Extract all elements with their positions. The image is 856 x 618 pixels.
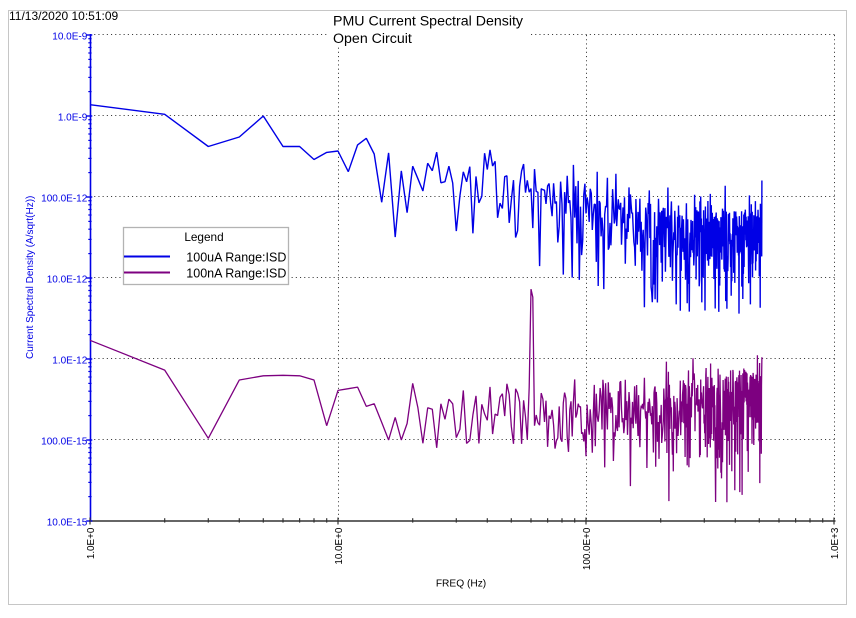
svg-text:1.0E-12: 1.0E-12 [52, 355, 87, 366]
svg-text:10.0E-12: 10.0E-12 [47, 274, 88, 285]
svg-text:1.0E-9: 1.0E-9 [58, 112, 88, 123]
svg-text:1.0E+0: 1.0E+0 [86, 527, 97, 559]
svg-text:100uA Range:ISD: 100uA Range:ISD [186, 250, 286, 264]
svg-text:100.0E+0: 100.0E+0 [582, 527, 593, 570]
svg-text:10.0E+0: 10.0E+0 [334, 527, 345, 565]
svg-text:FREQ (Hz): FREQ (Hz) [436, 579, 486, 590]
svg-text:10.0E-9: 10.0E-9 [52, 31, 87, 42]
svg-text:PMU Current Spectral Density: PMU Current Spectral Density [333, 13, 524, 29]
svg-text:Legend: Legend [184, 230, 223, 244]
svg-text:11/13/2020 10:51:09: 11/13/2020 10:51:09 [9, 9, 119, 23]
svg-text:Open Circuit: Open Circuit [333, 31, 412, 47]
svg-text:Current Spectral Density (A/sq: Current Spectral Density (A/sqrt(Hz)) [25, 196, 36, 359]
svg-text:10.0E-15: 10.0E-15 [47, 517, 88, 528]
svg-text:100.0E-15: 100.0E-15 [41, 436, 88, 447]
svg-text:100.0E-12: 100.0E-12 [41, 193, 88, 204]
svg-text:1.0E+3: 1.0E+3 [830, 527, 841, 559]
svg-text:100nA Range:ISD: 100nA Range:ISD [186, 266, 286, 280]
